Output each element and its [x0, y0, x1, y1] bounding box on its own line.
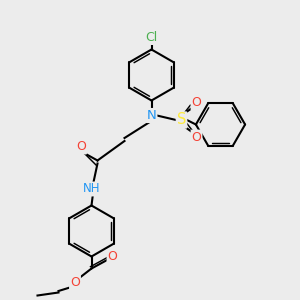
Text: O: O — [192, 130, 201, 144]
Text: NH: NH — [83, 182, 100, 196]
Text: N: N — [147, 109, 156, 122]
Text: O: O — [108, 250, 117, 263]
Text: Cl: Cl — [146, 31, 158, 44]
Text: O: O — [76, 140, 86, 154]
Text: O: O — [192, 96, 201, 110]
Text: S: S — [177, 112, 186, 128]
Text: O: O — [70, 275, 80, 289]
